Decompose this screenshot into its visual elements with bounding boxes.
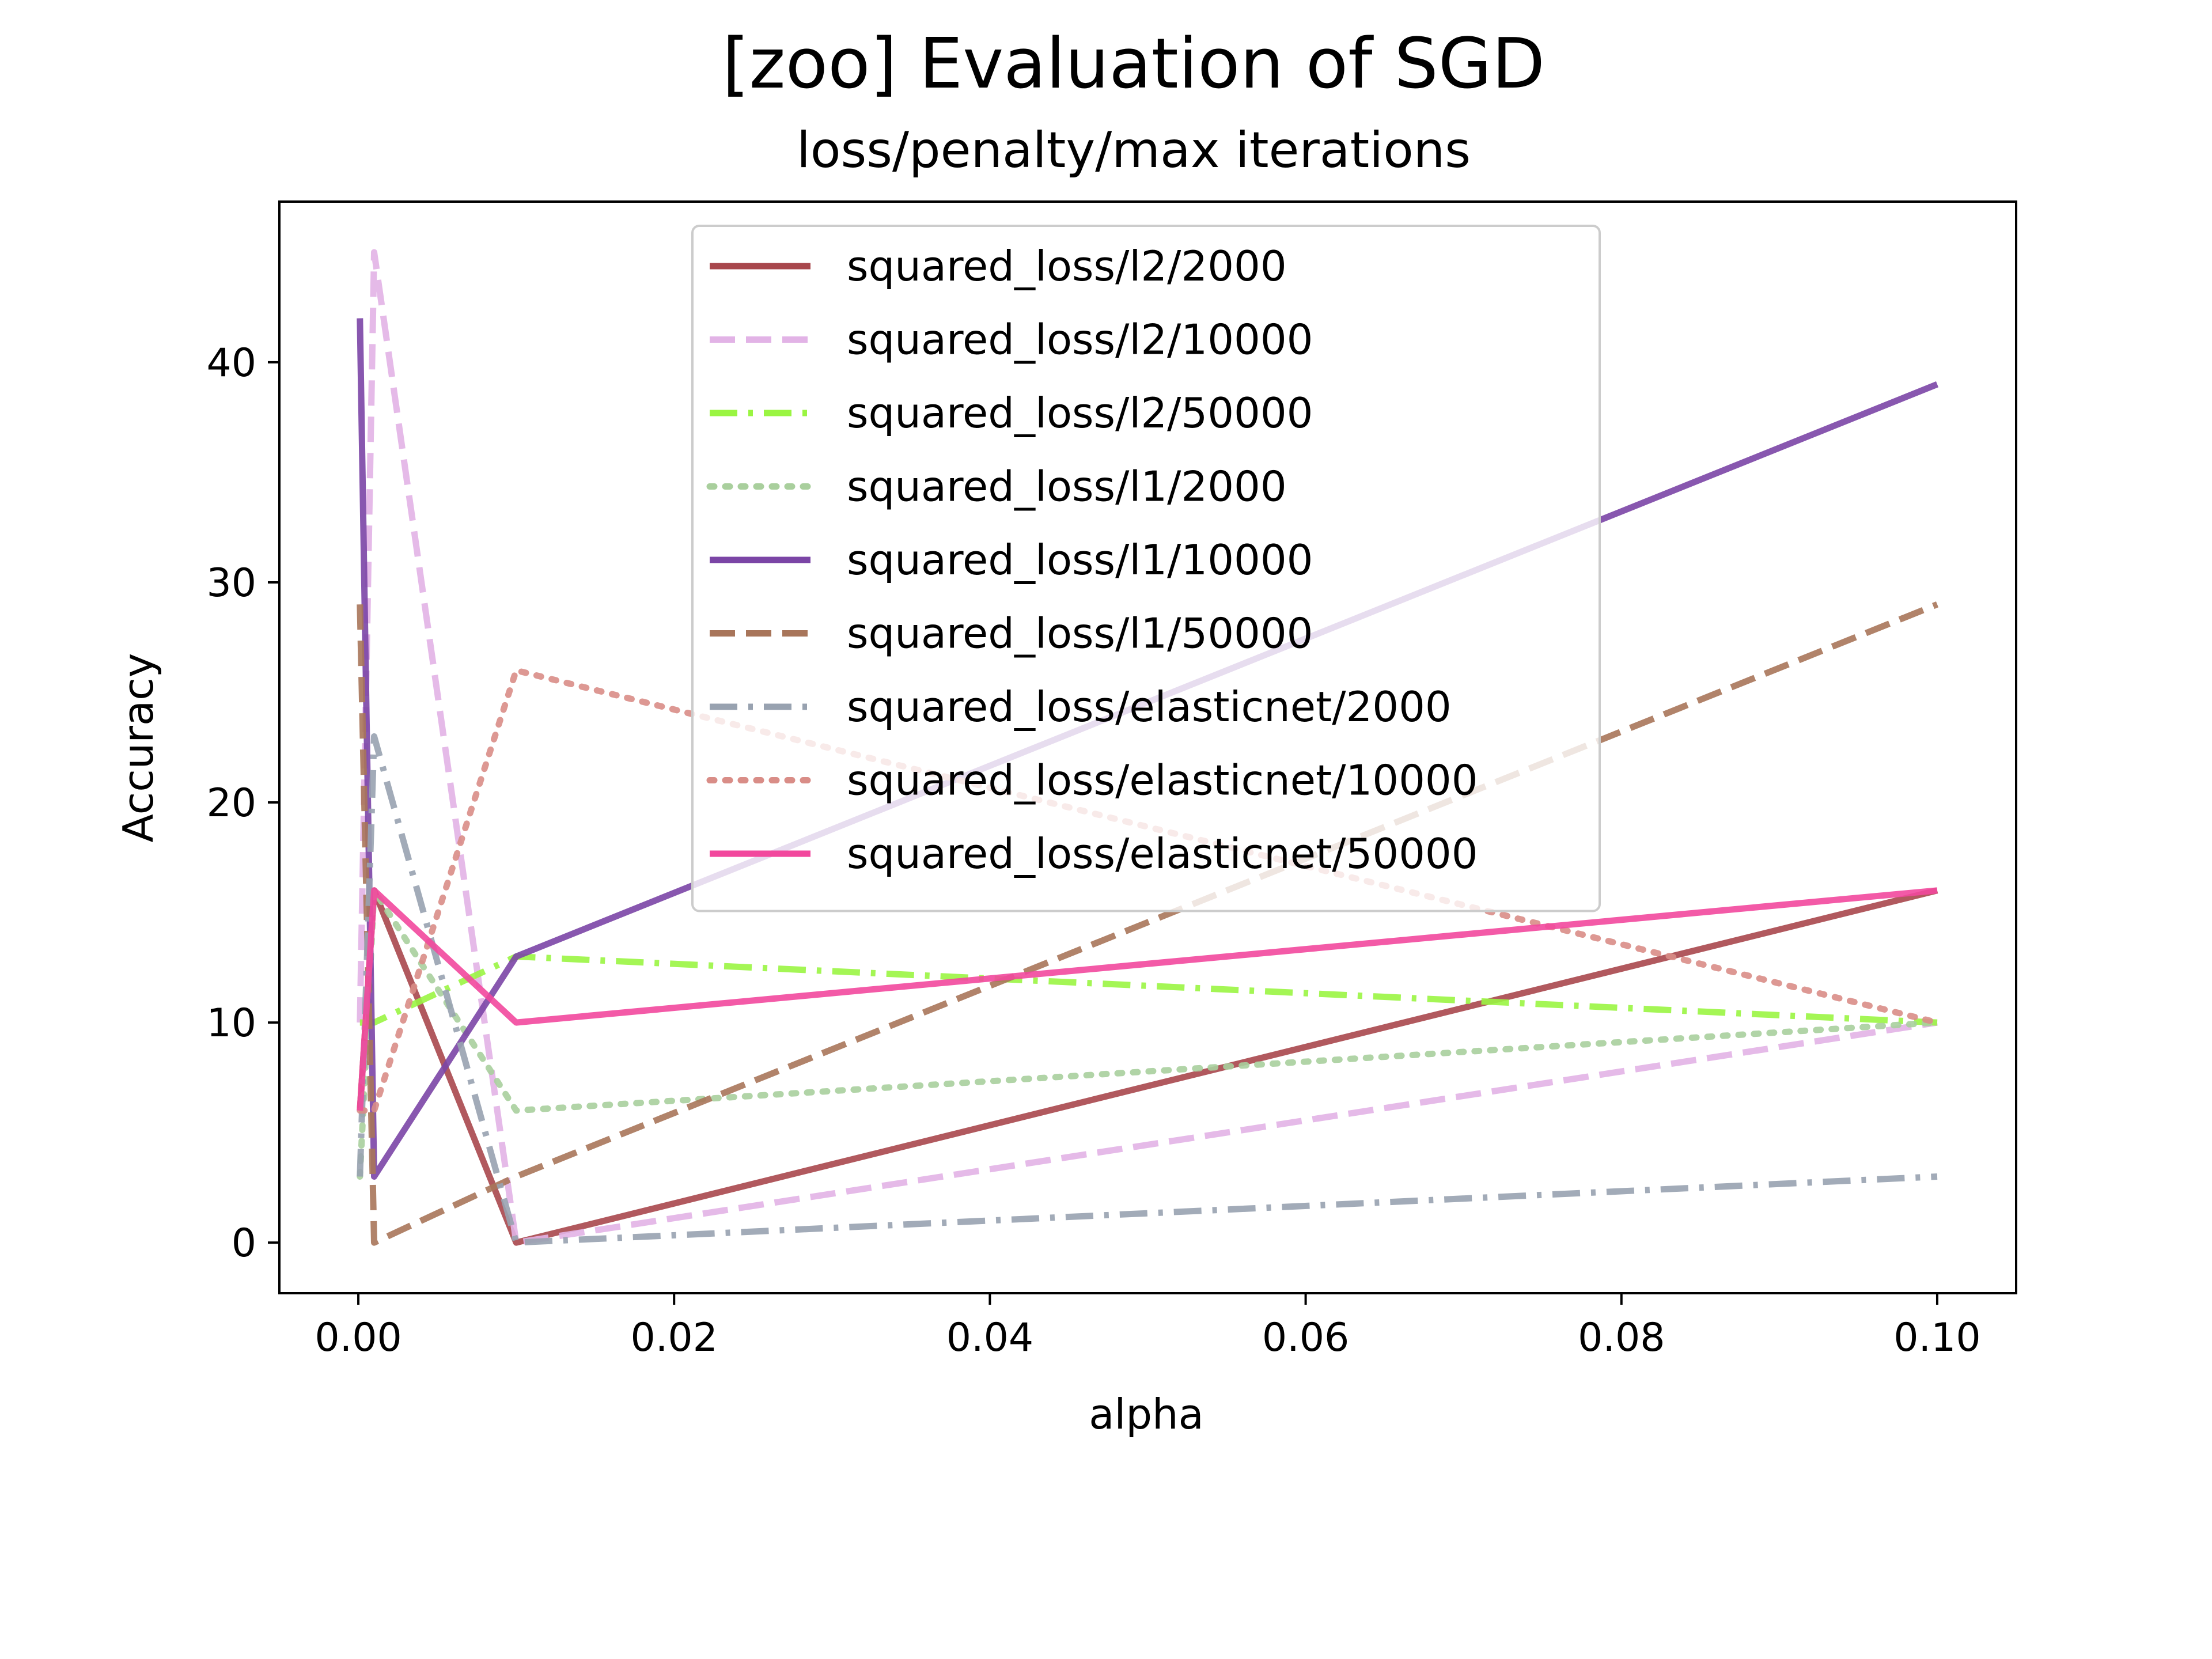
x-tick-label: 0.10 [1893,1315,1980,1361]
chart-subtitle: loss/penalty/max iterations [797,122,1471,179]
plot-frame [278,200,2017,1294]
y-tick-label: 0 [232,1221,256,1266]
legend-label: squared_loss/l2/2000 [847,242,1287,290]
legend-label: squared_loss/elasticnet/50000 [847,830,1478,878]
legend-label: squared_loss/l1/10000 [847,536,1313,584]
legend-label: squared_loss/l2/10000 [847,316,1313,364]
y-tick-label: 40 [206,340,256,386]
y-axis-label: Accuracy [114,653,162,843]
x-tick-label: 0.04 [946,1315,1033,1361]
y-tick-label: 10 [206,1001,256,1046]
x-axis-label: alpha [1089,1390,1204,1438]
series-line-9 [357,887,1938,1111]
legend-label: squared_loss/l1/50000 [847,609,1313,658]
legend-label: squared_loss/elasticnet/2000 [847,683,1452,731]
legend-box [691,225,1601,912]
legend-label: squared_loss/l2/50000 [847,389,1313,437]
series-line-4 [357,887,1941,1180]
y-tick-label: 20 [206,781,256,826]
legend-label: squared_loss/elasticnet/10000 [847,756,1478,805]
y-tick-label: 30 [206,560,256,606]
x-tick-label: 0.08 [1578,1315,1665,1361]
series-line-8 [357,667,1941,1114]
x-tick-label: 0.00 [315,1315,402,1361]
chart-title: [zoo] Evaluation of SGD [722,24,1545,104]
legend: squared_loss/l2/2000 squared_loss/l2/1000… [691,225,1601,912]
ticks-layer: 0.00 0.02 0.04 0.06 0.08 0.10 0 10 20 30 40 [206,340,1980,1361]
x-tick-label: 0.02 [631,1315,718,1361]
legend-label: squared_loss/l1/2000 [847,463,1287,511]
x-tick-label: 0.06 [1262,1315,1349,1361]
